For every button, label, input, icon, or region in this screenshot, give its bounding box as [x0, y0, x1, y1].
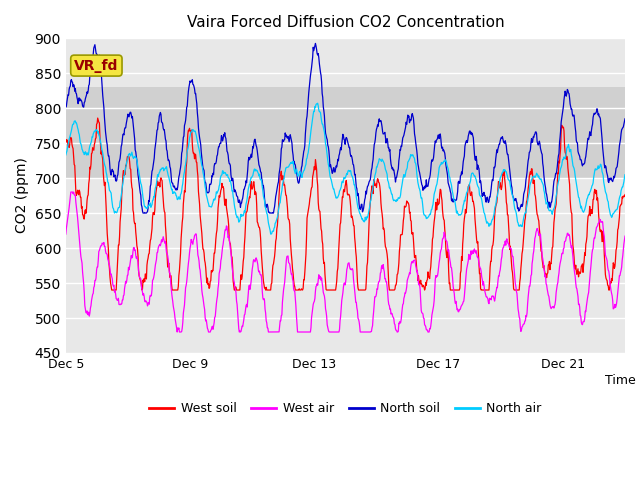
Text: VR_fd: VR_fd — [74, 59, 118, 72]
Title: Vaira Forced Diffusion CO2 Concentration: Vaira Forced Diffusion CO2 Concentration — [187, 15, 504, 30]
Y-axis label: CO2 (ppm): CO2 (ppm) — [15, 157, 29, 233]
Bar — [66, 87, 625, 178]
Legend: West soil, West air, North soil, North air: West soil, West air, North soil, North a… — [144, 397, 547, 420]
X-axis label: Time: Time — [605, 373, 636, 386]
